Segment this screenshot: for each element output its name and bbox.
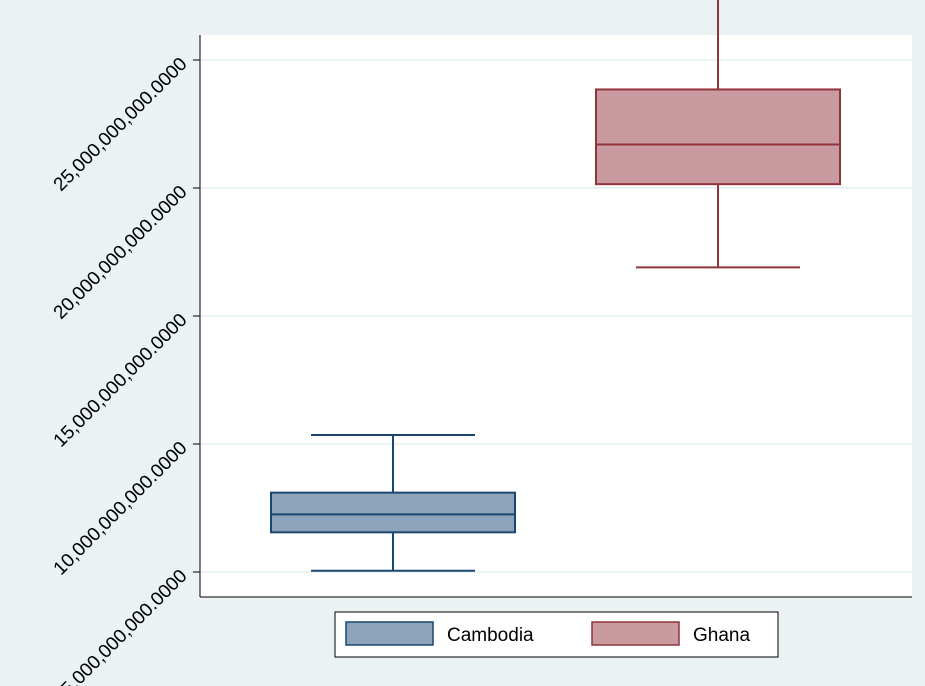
y-tick-label: 20,000,000,000.0000 <box>50 182 192 324</box>
box-ghana <box>595 0 841 269</box>
y-tick-label: 15,000,000,000.0000 <box>50 310 192 452</box>
box-cambodia <box>270 434 516 572</box>
legend-swatch-cambodia <box>345 621 434 646</box>
y-axis-ticks: 5,000,000,000.000010,000,000,000.000015,… <box>50 54 200 686</box>
grid-lines <box>200 59 912 573</box>
legend: Cambodia Ghana <box>334 611 779 658</box>
iqr-box <box>595 88 841 186</box>
legend-swatch-ghana <box>591 621 680 646</box>
legend-label-cambodia: Cambodia <box>447 625 534 646</box>
y-tick-label: 5,000,000,000.0000 <box>57 566 191 686</box>
iqr-box <box>270 491 516 534</box>
y-tick-label: 10,000,000,000.0000 <box>50 438 192 580</box>
y-tick-label: 25,000,000,000.0000 <box>50 54 192 196</box>
box-series <box>270 0 841 572</box>
legend-label-ghana: Ghana <box>693 625 750 646</box>
